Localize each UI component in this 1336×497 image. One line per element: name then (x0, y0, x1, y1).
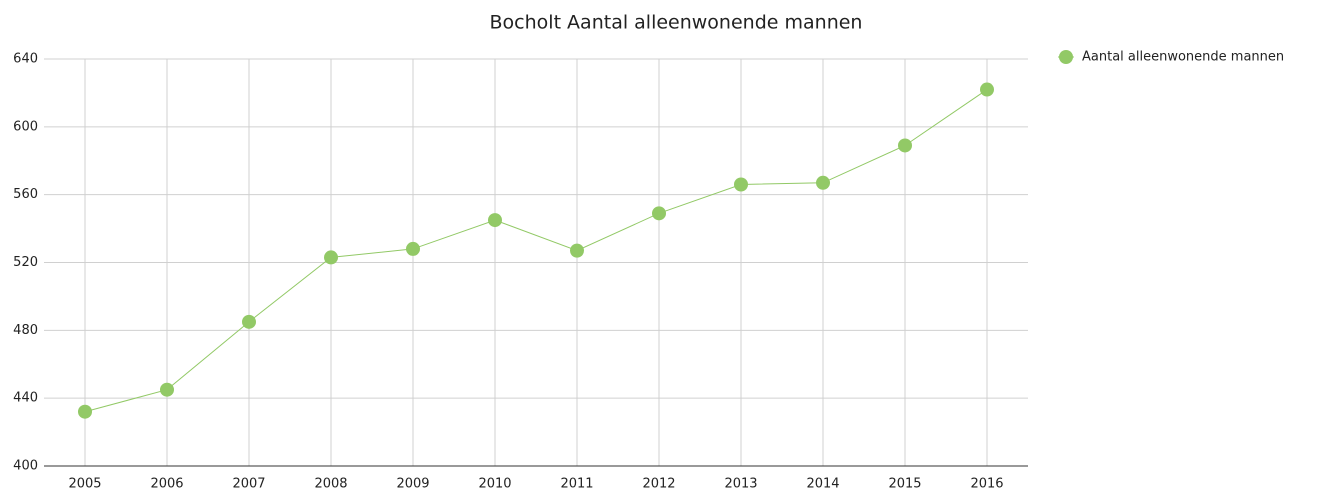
x-tick-label: 2015 (888, 477, 921, 492)
data-point (406, 241, 420, 256)
data-point (242, 314, 256, 329)
data-point (898, 138, 912, 153)
y-tick-label: 560 (13, 187, 38, 202)
legend-label: Aantal alleenwonende mannen (1082, 50, 1284, 65)
data-point (324, 250, 338, 265)
y-tick-label: 440 (13, 391, 38, 406)
data-point (734, 177, 748, 192)
x-tick-label: 2016 (970, 477, 1003, 492)
x-tick-label: 2007 (232, 477, 265, 492)
x-tick-label: 2010 (478, 477, 511, 492)
data-point (160, 382, 174, 397)
data-point (816, 175, 830, 190)
x-tick-label: 2009 (396, 477, 429, 492)
x-tick-label: 2008 (314, 477, 347, 492)
x-tick-label: 2014 (806, 477, 839, 492)
data-point (652, 206, 666, 221)
data-point (78, 404, 92, 419)
x-tick-label: 2012 (642, 477, 675, 492)
y-tick-label: 520 (13, 255, 38, 270)
x-tick-label: 2006 (150, 477, 183, 492)
data-point (488, 213, 502, 228)
data-point (570, 243, 584, 258)
x-tick-label: 2013 (724, 477, 757, 492)
chart-title: Bocholt Aantal alleenwonende mannen (490, 12, 863, 34)
legend-marker (1059, 50, 1073, 64)
x-tick-label: 2011 (560, 477, 593, 492)
data-point (980, 82, 994, 97)
y-tick-label: 600 (13, 119, 38, 134)
y-tick-label: 640 (13, 52, 38, 67)
x-tick-label: 2005 (68, 477, 101, 492)
y-tick-label: 400 (13, 459, 38, 474)
y-tick-label: 480 (13, 323, 38, 338)
series-line (84, 89, 988, 413)
